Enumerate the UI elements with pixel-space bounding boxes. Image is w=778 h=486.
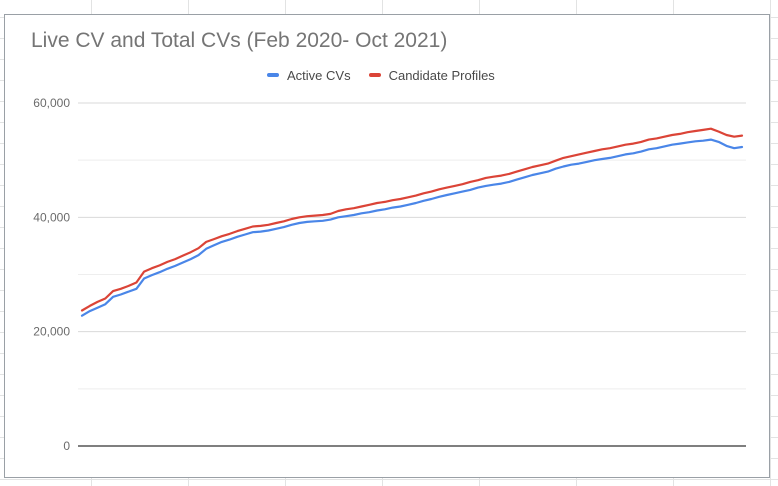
- y-tick-label-2: 40,000: [33, 210, 70, 224]
- series-line-active-cvs: [80, 138, 744, 317]
- chart-legend: Active CVs Candidate Profiles: [267, 66, 513, 84]
- legend-swatch-candidate-profiles: [368, 73, 381, 77]
- series-line-candidate-profiles: [80, 127, 744, 312]
- legend-label-candidate-profiles: Candidate Profiles: [388, 67, 495, 83]
- y-tick-label-1: 20,000: [33, 325, 70, 339]
- y-tick-label-0: 0: [63, 439, 70, 453]
- y-tick-label-3: 60,000: [33, 96, 70, 110]
- legend-label-active-cvs: Active CVs: [287, 67, 351, 83]
- chart-title: Live CV and Total CVs (Feb 2020- Oct 202…: [31, 29, 448, 52]
- legend-item-active-cvs: Active CVs: [267, 68, 351, 83]
- legend-item-candidate-profiles: Candidate Profiles: [368, 67, 495, 83]
- legend-swatch-active-cvs: [267, 73, 279, 77]
- chart-card[interactable]: Live CV and Total CVs (Feb 2020- Oct 202…: [4, 14, 770, 478]
